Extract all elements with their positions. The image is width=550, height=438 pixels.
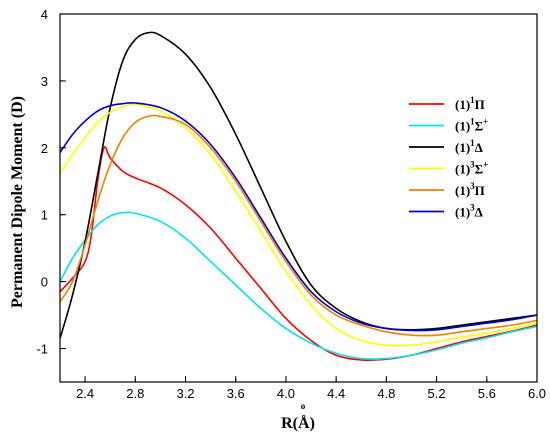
plot-area-frame [59, 13, 538, 383]
x-tick-label: 4.8 [377, 386, 395, 401]
x-tick-label: 5.6 [478, 386, 496, 401]
series-layer [60, 31, 537, 362]
y-tick-label: 3 [41, 74, 48, 89]
x-tick-label: 2.8 [126, 386, 144, 401]
series-line-2 [60, 211, 537, 360]
x-tick-label: 2.4 [76, 386, 94, 401]
x-tick-label: 4.4 [327, 386, 345, 401]
y-axis-title: Permanent Dipole Moment (D) [9, 96, 26, 308]
series-line-5 [60, 114, 537, 337]
legend-label-2: (1)1Σ+ [455, 117, 488, 134]
series-line-3 [60, 31, 537, 339]
legend-label-5: (1)3Π [455, 181, 485, 198]
legend-label-1: (1)1Π [455, 95, 485, 112]
y-tick-label: 0 [41, 275, 48, 290]
y-tick-label: 1 [41, 208, 48, 223]
x-tick-label: 6.0 [528, 386, 546, 401]
x-axis-title-prefix: R( [281, 415, 298, 432]
x-tick-label: 5.2 [428, 386, 446, 401]
y-tick-label: 2 [41, 141, 48, 156]
x-tick-label: 4.0 [277, 386, 295, 401]
y-axis: -1 0 1 2 3 4 [36, 7, 66, 357]
series-line-6 [60, 101, 537, 332]
x-axis: 2.4 2.8 3.2 3.6 4.0 4.4 4.8 5.2 5.6 6.0 [76, 376, 546, 401]
x-axis-title-suffix: ) [310, 415, 315, 432]
x-tick-label: 3.6 [227, 386, 245, 401]
legend: (1)1Π (1)1Σ+ (1)1Δ (1)3Σ+ (1)3Π (1)3Δ [409, 95, 488, 220]
legend-label-6: (1)3Δ [455, 203, 483, 220]
legend-label-3: (1)1Δ [455, 138, 483, 155]
y-tick-label: 4 [41, 7, 48, 22]
series-line-1 [60, 146, 537, 362]
x-axis-title-unit: Å [298, 414, 310, 432]
series-line-4 [60, 103, 537, 347]
y-tick-label: -1 [36, 342, 48, 357]
x-tick-label: 3.2 [176, 386, 194, 401]
x-axis-title-ring: o [301, 401, 306, 411]
x-axis-title: R(Å) [281, 414, 315, 432]
legend-label-4: (1)3Σ+ [455, 160, 488, 177]
